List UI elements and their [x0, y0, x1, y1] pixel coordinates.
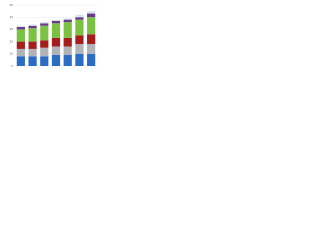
bar-segment	[40, 47, 49, 57]
bar-segment	[16, 26, 25, 30]
bar-segment	[28, 25, 37, 29]
bar-segment	[16, 25, 25, 27]
bar-segment	[75, 53, 84, 66]
y-tick-label: 40	[10, 15, 14, 19]
bar-segment	[87, 34, 96, 45]
bar-segment	[40, 40, 49, 48]
bar-segment	[63, 19, 72, 23]
bar-segment	[28, 24, 37, 26]
y-tick-label: 10	[10, 52, 14, 56]
bar-segment	[51, 20, 61, 24]
y-tick-label: 0	[11, 64, 13, 68]
y-tick-label: 20	[10, 39, 14, 43]
bar-segment	[63, 55, 72, 66]
bar-segment	[16, 48, 25, 57]
bar-segment	[87, 53, 96, 66]
bar-segment	[75, 19, 84, 36]
bar-segment	[28, 41, 37, 49]
bar-segment	[16, 56, 25, 66]
bar-segment	[51, 37, 61, 47]
bar-segment	[75, 17, 84, 20]
bar-segment	[63, 18, 72, 20]
bar-segment	[75, 14, 84, 18]
bar-segment	[16, 29, 25, 42]
bar-segment	[75, 35, 84, 45]
bar-segment	[28, 56, 37, 66]
bar-segment	[40, 56, 49, 66]
bar-segment	[28, 28, 37, 42]
bar-segment	[16, 41, 25, 49]
bar-segment	[40, 23, 49, 26]
bar-segment	[87, 13, 96, 18]
bar-segment	[75, 44, 84, 54]
bar-segment	[40, 22, 49, 24]
bar-segment	[87, 11, 96, 14]
chart: 0 10 20 30 40 50	[10, 3, 97, 68]
bar-segment	[87, 17, 96, 35]
bar-segment	[87, 44, 96, 54]
bar-segment	[63, 46, 72, 56]
bar-segment	[63, 22, 72, 38]
bar-segment	[51, 46, 61, 56]
bar-segment	[51, 23, 61, 38]
bar-segment	[40, 25, 49, 41]
bar-segment	[28, 48, 37, 57]
y-tick-label: 50	[10, 3, 14, 7]
y-tick-label: 30	[10, 27, 14, 31]
bar-segment	[63, 37, 72, 47]
bar-segment	[51, 19, 61, 21]
bar-segment	[51, 55, 61, 66]
